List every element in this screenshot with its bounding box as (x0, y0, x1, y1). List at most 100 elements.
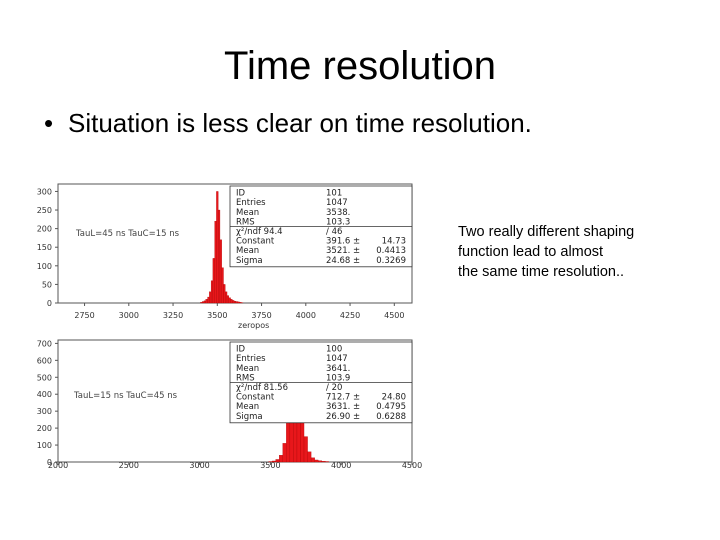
x-tick-label: 4500 (402, 461, 422, 470)
y-tick-label: 400 (37, 390, 52, 399)
x-tick-label: 4000 (296, 311, 316, 320)
histogram-annotation: TauL=15 ns TauC=45 ns (73, 391, 178, 401)
bullet-item: • Situation is less clear on time resolut… (44, 106, 532, 140)
histogram-bar (279, 455, 283, 463)
x-tick-label: 3500 (260, 461, 280, 470)
histogram-bar (307, 451, 312, 463)
stats-label: ID (236, 189, 246, 199)
histogram-bar (216, 191, 219, 304)
x-tick-label: 3000 (189, 461, 209, 470)
stats-label: RMS (236, 217, 255, 227)
stats-label: RMS (236, 373, 255, 383)
x-tick-label: 3500 (207, 311, 227, 320)
y-tick-label: 300 (37, 407, 52, 416)
stats-label: Constant (236, 237, 275, 247)
histogram-bar (232, 300, 235, 304)
histogram-panel: 0 100 200 300 400 500 600 700 2000 2500 3000 3500 40… (37, 339, 422, 470)
stats-label: Sigma (236, 256, 263, 266)
x-tick-label: 4000 (331, 461, 351, 470)
stats-error: 0.6288 (376, 412, 406, 422)
stats-value: / 46 (326, 227, 342, 237)
y-tick-label: 200 (37, 424, 52, 433)
histogram-bar (212, 258, 215, 304)
histogram-bar (214, 221, 217, 304)
x-tick-label: 3250 (163, 311, 183, 320)
stats-error: 0.4795 (376, 402, 406, 412)
y-tick-label: 50 (42, 280, 52, 289)
x-tick-label: 3000 (119, 311, 139, 320)
histogram-bar (226, 295, 229, 304)
y-tick-label: 300 (37, 187, 52, 196)
stats-value: 1047 (326, 198, 348, 208)
histogram-bar (239, 302, 242, 304)
y-tick-label: 0 (47, 458, 52, 467)
stats-label: Mean (236, 208, 259, 218)
slide-title: Time resolution (224, 44, 496, 88)
histogram-bar (218, 209, 221, 304)
stats-label: ID (236, 345, 246, 355)
x-tick-label: 2500 (119, 461, 139, 470)
stats-value: 1047 (326, 354, 348, 364)
histogram-bar (200, 302, 203, 304)
histogram-bar (272, 460, 276, 463)
histogram-bar (219, 239, 222, 304)
stats-error: 0.3269 (376, 256, 406, 266)
stats-label: Constant (236, 393, 275, 403)
bullet-dot-icon: • (44, 108, 54, 138)
stats-label: χ²/ndf 81.56 (236, 383, 288, 393)
x-tick-label: 3750 (251, 311, 271, 320)
histogram-bar (282, 443, 287, 463)
histogram-bar (268, 461, 273, 463)
x-tick-label: 4250 (340, 311, 360, 320)
stats-label: Mean (236, 402, 259, 412)
stats-value: 3641. (326, 364, 350, 374)
stats-error: 0.4413 (376, 246, 406, 256)
side-note-line: function lead to almost (458, 244, 604, 260)
y-tick-label: 200 (37, 225, 52, 234)
stats-value: 3631. ± (326, 402, 360, 412)
histogram-bar (221, 267, 224, 304)
y-tick-label: 150 (37, 243, 52, 252)
x-tick-label: 2000 (48, 461, 68, 470)
stats-value: 26.90 ± (326, 412, 360, 422)
stats-value: 3538. (326, 208, 350, 218)
stats-value: 24.68 ± (326, 256, 360, 266)
histogram-bar (275, 459, 280, 463)
histogram-bar (203, 300, 206, 304)
histogram-bar (230, 299, 233, 304)
stats-value: 100 (326, 345, 342, 355)
histogram-bar (228, 297, 231, 304)
x-tick-label: 2750 (74, 311, 94, 320)
x-tick-label: 4500 (384, 311, 404, 320)
histogram-bar (210, 280, 214, 304)
histogram-bar (303, 436, 308, 463)
stats-value: / 20 (326, 383, 342, 393)
y-tick-label: 100 (37, 262, 52, 271)
y-tick-label: 500 (37, 373, 52, 382)
stats-error: 14.73 (382, 237, 406, 247)
histogram-annotation: TauL=45 ns TauC=15 ns (75, 229, 180, 239)
stats-label: Mean (236, 246, 259, 256)
y-tick-label: 100 (37, 441, 52, 450)
stats-label: χ²/ndf 94.4 (236, 227, 283, 237)
y-tick-label: 600 (37, 356, 52, 365)
stats-label: Entries (236, 198, 266, 208)
histogram-bar (325, 461, 329, 463)
histogram-bar (205, 299, 208, 304)
histogram-bar (310, 457, 315, 463)
stats-label: Mean (236, 364, 259, 374)
side-note-line: the same time resolution.. (458, 264, 625, 280)
stats-value: 3521. ± (326, 246, 360, 256)
stats-label: Entries (236, 354, 266, 364)
stats-label: Sigma (236, 412, 263, 422)
stats-value: 712.7 ± (326, 393, 360, 403)
histogram-bar (314, 459, 319, 463)
side-note-line: Two really different shaping (458, 224, 635, 240)
histogram-bar (233, 300, 237, 304)
histogram-bar (225, 291, 228, 304)
stats-value: 103.9 (326, 373, 350, 383)
y-tick-label: 250 (37, 206, 52, 215)
histogram-bar (209, 291, 212, 304)
histogram-bar (202, 301, 205, 304)
stats-value: 391.6 ± (326, 237, 360, 247)
